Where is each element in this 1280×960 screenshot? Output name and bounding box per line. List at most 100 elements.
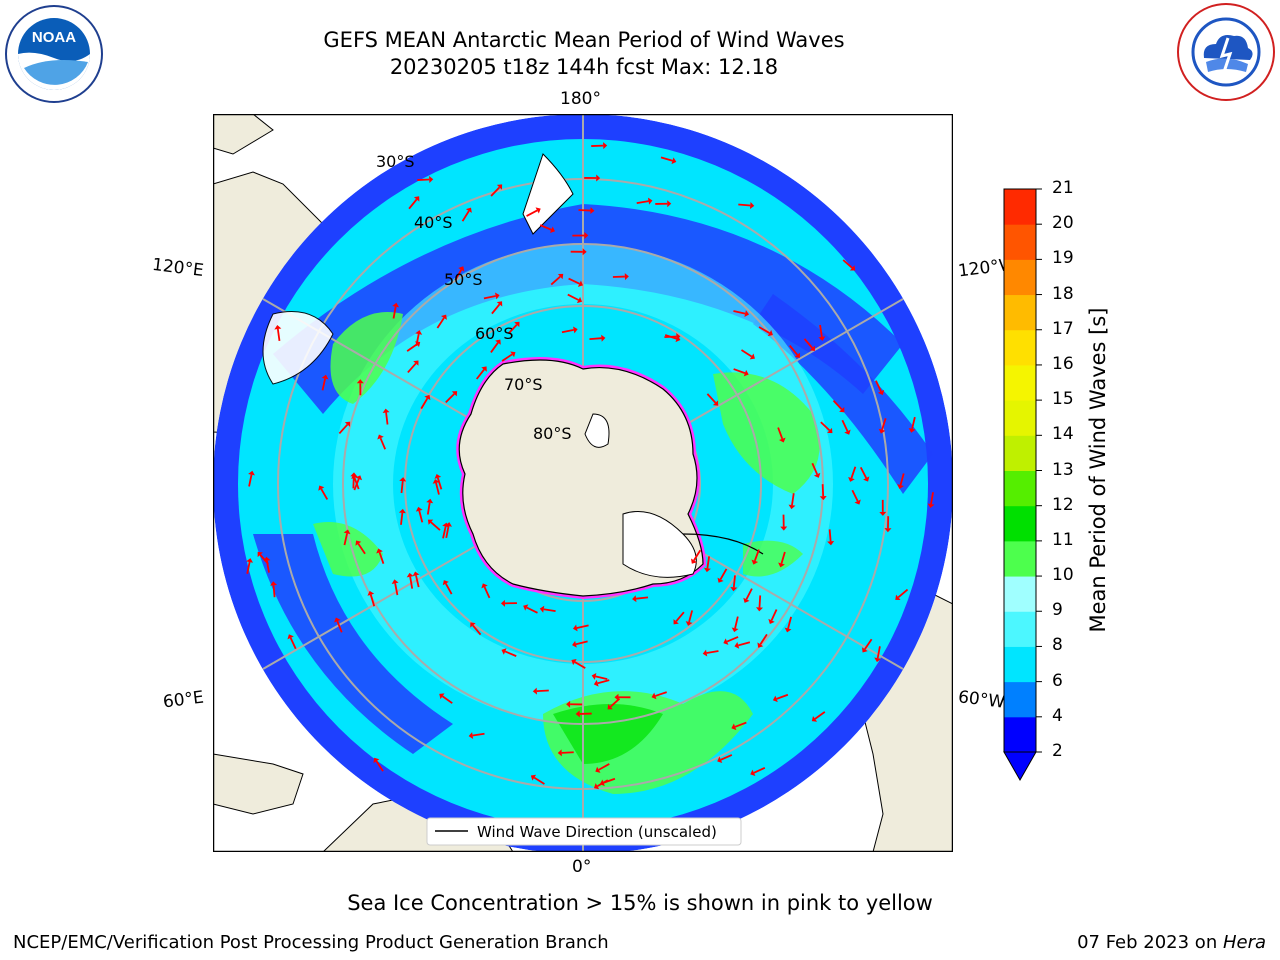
wind-arrow [532,687,549,695]
wind-arrow [734,641,751,649]
colorbar-tick-label: 17 [1052,318,1074,339]
sea-ice-note: Sea Ice Concentration > 15% is shown in … [347,891,933,915]
wind-arrow [334,617,343,633]
wind-arrow [593,679,610,687]
wind-arrow [706,393,719,406]
wind-arrow [373,757,384,772]
wind-arrow [445,522,452,539]
wind-arrow [636,197,653,205]
wind-arrow [321,374,329,391]
colorbar-tick-label: 6 [1052,670,1063,691]
wind-arrow [651,691,667,700]
wind-arrow [878,418,887,434]
wind-arrow [757,633,768,648]
wind-arrow [607,698,621,710]
legend-label: Wind Wave Direction (unscaled) [477,823,717,841]
colorbar-tick-label: 13 [1052,459,1074,480]
wind-arrow [434,474,443,490]
wind-arrow [632,595,649,603]
wind-arrow [490,339,501,353]
lon-label-left-upper: 120°E [150,254,205,282]
wind-arrow [445,391,458,404]
wind-arrow [274,325,282,342]
colorbar-tick-label: 19 [1052,248,1074,269]
wind-arrow [572,640,588,648]
wind-arrow [784,616,792,633]
wind-arrow [655,200,672,208]
wind-arrow [777,427,786,443]
wind-arrow [895,588,909,600]
wind-arrow [702,649,719,657]
colorbar-tick-label: 11 [1052,529,1074,550]
wind-arrow [723,636,739,645]
wind-arrow [740,349,755,360]
colorbar-tick-label: 16 [1052,353,1074,374]
colorbar-tick-label: 14 [1052,424,1074,445]
wind-arrow [717,568,728,583]
colorbar-bin [1004,540,1036,577]
wind-arrow [392,302,400,319]
wind-arrow [717,754,733,763]
lat-label-60s: 60°S [475,324,514,343]
wave-period-field [213,114,953,852]
wind-arrow [501,648,517,657]
wind-arrow [399,477,407,494]
wind-arrow [875,380,885,396]
footer-machine: Hera [1222,932,1266,953]
wind-arrow [827,529,835,546]
wind-arrow [501,351,516,362]
wind-arrow [539,224,556,233]
wind-arrow [470,622,482,636]
wind-arrow [841,419,851,435]
wind-wave-arrows [246,142,935,790]
wind-arrow [377,434,387,450]
wind-arrow [571,659,586,669]
wind-arrow [755,595,763,612]
wind-arrow [426,498,434,515]
lat-label-80s: 80°S [533,424,572,443]
wind-arrow [614,693,631,701]
colorbar-bin [1004,505,1036,542]
map-legend: Wind Wave Direction (unscaled) [426,817,742,846]
wind-arrow [570,248,587,256]
wind-arrow [246,558,254,574]
colorbar-bin [1004,224,1036,260]
colorbar-tick-label: 8 [1052,635,1063,656]
wind-arrow [415,506,424,523]
wind-arrow [287,634,297,650]
wind-arrow [768,609,778,624]
footer-left: NCEP/EMC/Verification Post Processing Pr… [13,932,609,953]
wind-arrow [599,777,616,787]
wind-arrow [848,466,857,482]
lat-label-40s: 40°S [414,213,453,232]
colorbar-bin [1004,294,1036,331]
wind-arrow [733,368,749,377]
wind-arrow [811,462,821,478]
wind-arrow [567,293,583,304]
wind-arrow [427,519,441,531]
colorbar-bin [1004,576,1036,612]
wind-arrow [481,583,491,599]
wind-arrow [550,273,564,286]
wind-arrow [454,266,465,281]
wind-arrow [780,514,788,531]
wind-arrow [398,508,406,525]
wind-arrow [248,470,255,487]
lon-label-top: 180° [560,89,601,109]
wind-arrow [367,590,376,607]
chart-title-line1: GEFS MEAN Antarctic Mean Period of Wind … [323,28,845,52]
colorbar-bin [1004,400,1036,436]
wind-arrow [539,605,556,613]
wind-arrow [572,231,589,239]
lat-label-30s: 30°S [376,152,415,171]
wind-arrow [664,334,681,343]
wind-arrow [270,581,278,598]
wind-arrow [406,572,414,589]
wind-arrow [355,540,366,555]
wind-arrow [442,580,453,595]
wind-arrow [811,711,826,722]
colorbar-tick-label: 4 [1052,705,1063,726]
colorbar-bin [1004,681,1036,718]
colorbar-tick-label: 10 [1052,565,1074,586]
wind-arrow [412,571,420,588]
